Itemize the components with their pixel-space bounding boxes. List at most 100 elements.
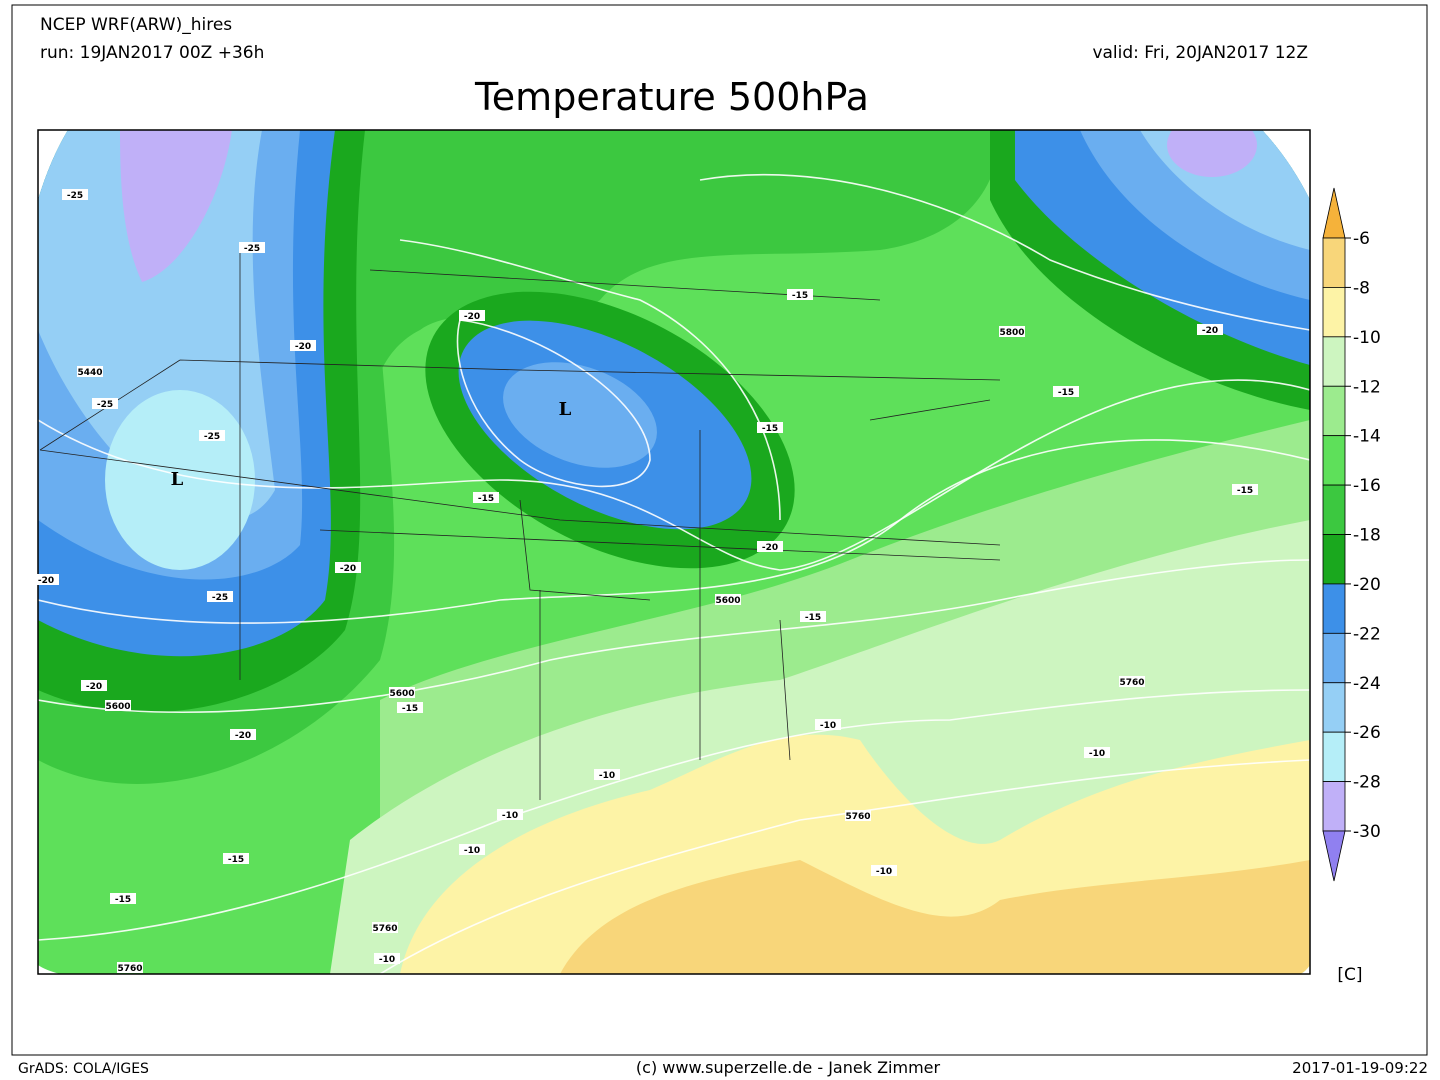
contour-label: -10: [379, 955, 395, 965]
contour-label: -10: [464, 846, 480, 856]
colorbar-label: -28: [1353, 773, 1381, 793]
contour-label: -20: [86, 682, 102, 692]
colorbar-segment: [1322, 435, 1346, 486]
colorbar-label: -8: [1353, 278, 1370, 298]
contour-label: -10: [599, 771, 615, 781]
contour-label: 5760: [845, 812, 870, 822]
contour-label-bg: [372, 922, 398, 933]
contour-label-bg: [223, 853, 249, 864]
contour-label: -15: [1237, 486, 1253, 496]
colorbar-label: -20: [1353, 575, 1381, 595]
contour-label-bg: [815, 719, 841, 730]
colorbar-segment: [1322, 682, 1346, 733]
contour-label-bg: [459, 310, 485, 321]
contour-label-bg: [374, 953, 400, 964]
colorbar-segment: [1322, 484, 1346, 535]
contour-label: 5760: [1119, 678, 1144, 688]
contour-label: -15: [478, 494, 494, 504]
colorbar-cap: [1322, 830, 1346, 882]
colorbar-label: -6: [1353, 229, 1370, 249]
contour-label: 5760: [372, 924, 397, 934]
contour-label: -10: [876, 867, 892, 877]
contour-label-bg: [335, 562, 361, 573]
colorbar-label: -30: [1353, 822, 1381, 842]
contour-label: -15: [1058, 388, 1074, 398]
colorbar-label: -10: [1353, 328, 1381, 348]
contour-label-bg: [397, 702, 423, 713]
contour-label-bg: [497, 809, 523, 820]
contour-label-bg: [1119, 676, 1145, 687]
contour-label-bg: [1232, 484, 1258, 495]
colorbar-label: -16: [1353, 476, 1381, 496]
contour-label-bg: [715, 594, 741, 605]
footer-center: (c) www.superzelle.de - Janek Zimmer: [636, 1058, 941, 1077]
contour-label-bg: [110, 893, 136, 904]
contour-label: -10: [820, 721, 836, 731]
contour-label-bg: [473, 492, 499, 503]
contour-label: -20: [1202, 326, 1218, 336]
contour-label-bg: [230, 729, 256, 740]
contour-label-bg: [199, 430, 225, 441]
colorbar-segment: [1322, 632, 1346, 684]
contour-label-bg: [77, 366, 103, 377]
contour-label-bg: [33, 574, 59, 585]
contour-label-bg: [1197, 324, 1223, 335]
colorbar-segment: [1322, 287, 1346, 338]
contour-label: -20: [464, 312, 480, 322]
colorbar-unit: [C]: [1337, 965, 1362, 985]
contour-label: -25: [97, 400, 113, 410]
map-border: [37, 129, 1311, 975]
contour-label: -20: [38, 576, 54, 586]
contour-label: -15: [805, 613, 821, 623]
contour-label-bg: [594, 769, 620, 780]
contour-label: -15: [402, 704, 418, 714]
contour-label: -15: [762, 424, 778, 434]
colorbar: -6 -8 -10 -12 -14 -16 -18 -20 -22 -24 -26 -28 -30: [1322, 187, 1381, 882]
contour-label: -20: [340, 564, 356, 574]
contour-label-bg: [845, 810, 871, 821]
colorbar-label: -24: [1353, 674, 1381, 694]
contour-label-bg: [105, 700, 131, 711]
contour-label: 5760: [117, 964, 142, 974]
contour-label-bg: [800, 611, 826, 622]
footer-left: GrADS: COLA/IGES: [18, 1061, 149, 1077]
contour-label-bg: [787, 289, 813, 300]
map: [38, 130, 1310, 974]
colorbar-segment: [1322, 781, 1346, 832]
colorbar-label: -12: [1353, 377, 1381, 397]
colorbar-label: -22: [1353, 624, 1381, 644]
colorbar-segment: [1322, 385, 1346, 437]
colorbar-label: -26: [1353, 723, 1381, 743]
contour-labels: L L -25 -25 -20 5440 -25 -25 -20 -15 5800 -20 -15 -15…: [33, 189, 1258, 974]
contour-label-bg: [389, 687, 415, 698]
contour-label: -20: [762, 543, 778, 553]
contour-label-bg: [459, 844, 485, 855]
contour-label: -15: [115, 895, 131, 905]
colorbar-segment: [1322, 534, 1346, 585]
model: NCEP WRF(ARW)_hires: [40, 15, 232, 35]
contour-label: 5600: [105, 702, 130, 712]
contour-label: -15: [228, 855, 244, 865]
contour-label: 5600: [389, 689, 414, 699]
valid: valid: Fri, 20JAN2017 12Z: [1092, 43, 1308, 63]
contour-label: 5440: [77, 368, 102, 378]
contour-label-bg: [81, 680, 107, 691]
contour-label-bg: [117, 962, 143, 973]
contour-label-bg: [239, 242, 265, 253]
contour-label-bg: [999, 326, 1025, 337]
contour-label: -25: [204, 432, 220, 442]
contour-label-bg: [1084, 747, 1110, 758]
footer-right: 2017-01-19-09:22: [1292, 1059, 1428, 1077]
contour-label: -20: [295, 342, 311, 352]
contour-label-bg: [1053, 386, 1079, 397]
contour-label-bg: [757, 422, 783, 433]
contour-label: -25: [244, 244, 260, 254]
contour-label-bg: [290, 340, 316, 351]
colorbar-segment: [1322, 731, 1346, 782]
contour-label: -10: [1089, 749, 1105, 759]
contour-label: -10: [502, 811, 518, 821]
colorbar-label: -18: [1353, 526, 1381, 546]
contour-label: 5800: [999, 328, 1024, 338]
title: Temperature 500hPa: [474, 75, 869, 119]
